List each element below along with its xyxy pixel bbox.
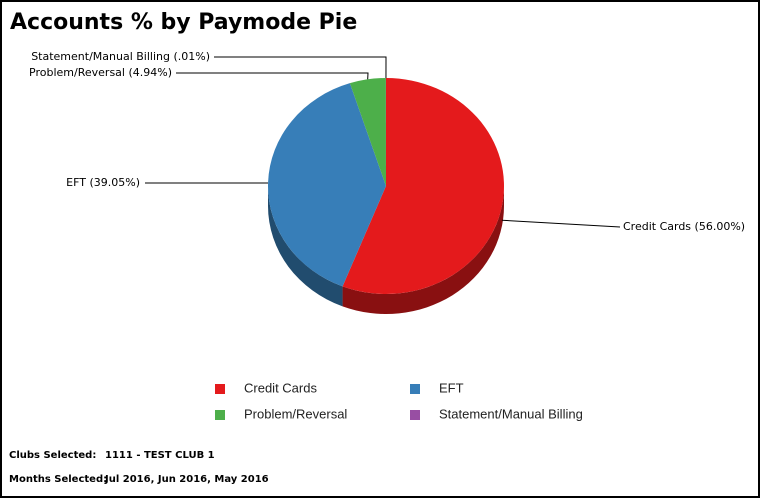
legend-label: Problem/Reversal [244,406,347,421]
data-label: EFT (39.05%) [66,176,140,189]
data-label: Statement/Manual Billing (.01%) [31,50,210,63]
leader-line [214,56,387,79]
legend-label: EFT [439,380,464,395]
slice-side [268,186,343,307]
legend-swatch [410,384,420,394]
legend-swatch [215,410,225,420]
footer-label: Months Selected: [9,474,107,485]
footer-label: Clubs Selected: [9,450,96,461]
footer-value: 1111 - TEST CLUB 1 [105,450,215,461]
legend-label: Statement/Manual Billing [439,406,583,421]
footer-value: Jul 2016, Jun 2016, May 2016 [104,474,269,485]
slice [349,78,386,186]
legend-label: Credit Cards [244,380,317,395]
slice [268,83,386,287]
slice-side [342,186,504,314]
legend-swatch [410,410,420,420]
leader-line [501,219,621,228]
chart-title: Accounts % by Paymode Pie [10,10,357,35]
slice [342,78,504,294]
data-label: Problem/Reversal (4.94%) [29,66,172,79]
legend-swatch [215,384,225,394]
data-label: Credit Cards (56.00%) [623,220,745,233]
leader-line [176,72,369,80]
